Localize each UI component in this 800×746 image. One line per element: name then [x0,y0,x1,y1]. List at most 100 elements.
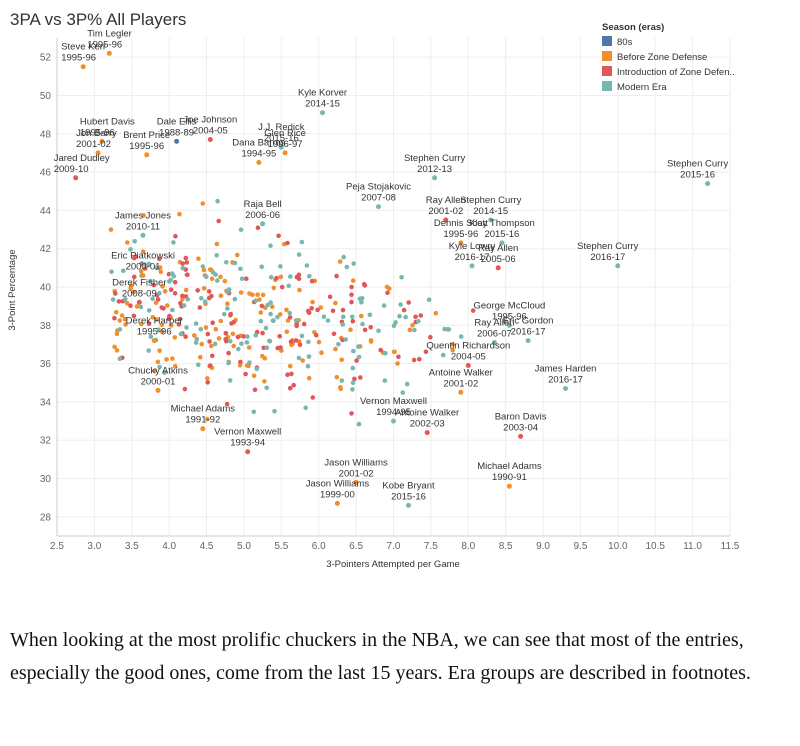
legend-swatch [602,66,612,76]
scatter-point [296,252,302,257]
x-tick-label: 4.0 [162,541,176,552]
scatter-point [173,233,178,239]
scatter-point-labeled [506,322,512,328]
scatter-point [158,269,164,275]
scatter-point-labeled [499,240,505,246]
point-label-season: 2016-17 [548,375,583,386]
scatter-point [356,354,362,360]
scatter-point [272,408,277,414]
point-label-name: Chucky Atkins [128,365,188,376]
scatter-point [300,358,306,363]
x-tick-label: 10.0 [608,541,628,552]
scatter-point [194,336,200,342]
scatter-point [226,350,231,356]
scatter-point [253,298,258,304]
scatter-point [207,363,213,368]
point-label-season: 1995-96 [443,229,478,240]
scatter-point [268,243,273,248]
y-axis-title: 3-Point Percentage [7,249,18,330]
point-label-season: 2010-11 [126,221,160,232]
scatter-point [157,265,163,270]
scatter-point [348,327,353,333]
scatter-point [238,266,243,272]
scatter-point-labeled [245,449,251,455]
scatter-point-labeled [376,204,381,210]
scatter-point [268,300,274,305]
point-label-name: Jon Barry [76,128,117,139]
point-label-name: Tim Legler [87,28,132,39]
point-label-name: Derek Harper [126,316,183,327]
scatter-point [195,288,200,293]
scatter-point [238,227,244,232]
scatter-point [331,331,337,337]
scatter-point [337,259,343,264]
scatter-point-labeled [256,160,262,165]
scatter-point [177,316,183,322]
scatter-point [155,297,161,302]
scatter-point [222,278,228,284]
scatter-point [357,296,363,302]
scatter-point [259,264,265,270]
scatter-point [401,307,407,313]
scatter-point [213,326,219,332]
scatter-point [156,327,161,333]
scatter-point [184,260,190,265]
scatter-point-labeled [563,386,568,391]
scatter-point [134,304,140,309]
scatter-point [385,290,390,296]
scatter-point [113,309,119,315]
scatter-point [404,381,410,387]
scatter-point [157,364,162,370]
scatter-point [350,387,355,392]
scatter-point [181,303,187,308]
scatter-point [279,284,285,290]
scatter-point [214,241,220,247]
point-label-season: 1995-96 [80,127,115,138]
point-label-name: Antoine Walker [395,408,459,419]
scatter-point-labeled [334,500,340,506]
scatter-point [309,306,315,311]
scatter-point [271,318,276,323]
point-label-name: James Harden [535,364,597,375]
scatter-point-labeled [140,273,146,278]
legend: Season (eras) 80s Before Zone Defense Intro… [602,22,735,93]
scatter-point [297,287,302,293]
point-label-season: 2006-06 [245,210,280,221]
legend-label: 80s [617,37,633,48]
scatter-point [262,379,267,384]
scatter-point [287,363,293,369]
scatter-point [313,332,319,338]
point-label-season: 2015-16 [680,170,715,181]
scatter-point-labeled [495,265,501,271]
point-label-season: 2009-10 [54,164,89,175]
scatter-point [172,363,178,369]
scatter-point [263,325,269,331]
scatter-point [153,300,159,306]
scatter-point [182,386,188,392]
scatter-point [391,323,397,329]
scatter-point [327,294,333,300]
scatter-point [305,364,311,369]
scatter-point [116,299,122,304]
scatter-point [262,356,268,361]
point-label-season: 1995-96 [87,39,122,50]
scatter-point [241,334,246,339]
scatter-point [376,328,381,334]
scatter-point [193,340,199,345]
y-tick-label: 30 [40,474,52,485]
scatter-point [199,296,204,301]
scatter-point [258,318,264,324]
scatter-point [397,313,402,319]
scatter-point [227,378,233,383]
scatter-point [338,386,344,392]
point-label-name: Stephen Curry [667,159,729,170]
scatter-point [205,380,210,385]
scatter-point [166,316,172,322]
scatter-point [210,353,215,359]
point-label-name: Jared Dudley [54,153,110,164]
scatter-point-labeled [278,144,284,150]
x-tick-label: 4.5 [200,541,214,552]
scatter-point [349,299,354,305]
axis-layer: 28 30 32 34 36 38 40 42 44 46 48 50 52 2.5 3.0 3.5 4.0 4.… [40,38,740,552]
